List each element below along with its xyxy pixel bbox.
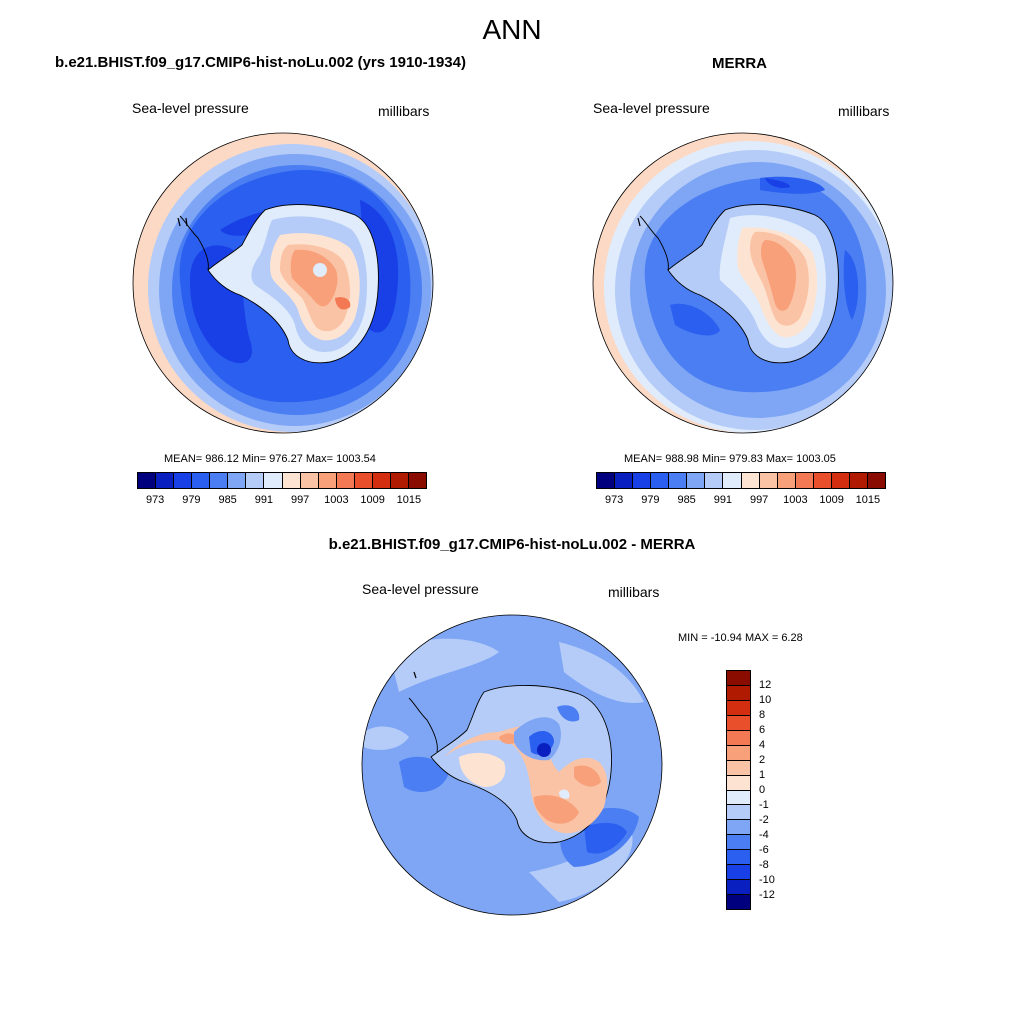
- panel-2-colorbar-swatch: [867, 473, 885, 488]
- panel-3-colorbar-swatch: [727, 671, 750, 686]
- panel-2-colorbar-swatch: [615, 473, 634, 488]
- panel-1-colorbar-tick-label: 997: [290, 494, 310, 506]
- panel-1-polar-map: [132, 132, 434, 434]
- panel-2-colorbar-swatch: [759, 473, 778, 488]
- panel-2-colorbar-tick-label: 973: [604, 494, 624, 506]
- panel-1-colorbar-swatch: [174, 473, 193, 488]
- panel-3-colorbar-tick-label: -6: [759, 844, 769, 856]
- panel-1-colorbar: [137, 472, 427, 489]
- panel-3-colorbar-tick-label: 0: [759, 784, 766, 796]
- panel-3-colorbar-swatch: [727, 895, 750, 909]
- panel-1-colorbar-tick-label: 973: [145, 494, 165, 506]
- panel-2-colorbar-swatch: [795, 473, 814, 488]
- panel-1-colorbar-swatch: [354, 473, 373, 488]
- panel-2-colorbar-swatch: [687, 473, 706, 488]
- panel-2-colorbar-swatch: [651, 473, 670, 488]
- panel-3-colorbar-swatch: [727, 745, 750, 761]
- panel-1-colorbar-swatch: [228, 473, 247, 488]
- panel-3-colorbar-swatch: [727, 865, 750, 881]
- panel-1-stats: MEAN= 986.12 Min= 976.27 Max= 1003.54: [164, 453, 376, 465]
- panel-1-colorbar-tick-label: 985: [218, 494, 237, 506]
- panel-1-colorbar-swatch: [192, 473, 211, 488]
- panel-2-colorbar-swatch: [705, 473, 724, 488]
- panel-1-colorbar-swatch: [390, 473, 409, 488]
- panel-2-colorbar-swatch: [723, 473, 742, 488]
- panel-1-variable-label: Sea-level pressure: [132, 100, 249, 116]
- panel-3-colorbar-tick-label: -1: [759, 799, 769, 811]
- panel-2-colorbar-swatch: [741, 473, 760, 488]
- panel-1-colorbar-swatch: [156, 473, 175, 488]
- panel-3-colorbar-tick-label: 2: [759, 754, 766, 766]
- panel-3-colorbar-swatch: [727, 700, 750, 716]
- panel-3-colorbar-swatch: [727, 805, 750, 821]
- panel-1-colorbar-swatch: [336, 473, 355, 488]
- panel-2-colorbar-tick-label: 1015: [855, 494, 881, 506]
- panel-2-variable-label: Sea-level pressure: [593, 100, 710, 116]
- panel-2-title: MERRA: [712, 55, 767, 72]
- panel-3-colorbar-swatch: [727, 790, 750, 806]
- panel-3-colorbar-tick-label: -12: [759, 889, 775, 901]
- panel-3-colorbar-tick-label: 1: [759, 769, 766, 781]
- panel-3-colorbar-swatch: [727, 880, 750, 896]
- panel-1-colorbar-swatch: [372, 473, 391, 488]
- panel-3-colorbar-swatch: [727, 685, 750, 701]
- panel-2-colorbar-swatch: [849, 473, 868, 488]
- panel-1-colorbar-swatch: [282, 473, 301, 488]
- panel-2-polar-map: [592, 132, 894, 434]
- panel-1-colorbar-tick-label: 1003: [324, 494, 349, 506]
- panel-3-colorbar-tick-label: 8: [759, 709, 766, 721]
- panel-2-colorbar-tick-label: 997: [749, 494, 769, 506]
- panel-3-title: b.e21.BHIST.f09_g17.CMIP6-hist-noLu.002 …: [328, 536, 696, 553]
- panel-2-colorbar-swatch: [597, 473, 616, 488]
- panel-2-colorbar-tick-label: 985: [677, 494, 696, 506]
- panel-3-colorbar-tick-label: -10: [759, 874, 775, 886]
- panel-3-units-label: millibars: [608, 584, 660, 600]
- panel-1-colorbar-tick-label: 1009: [360, 494, 385, 506]
- panel-2-colorbar-swatch: [669, 473, 688, 488]
- panel-3-polar-map: [361, 614, 663, 916]
- panel-2-colorbar-swatch: [813, 473, 832, 488]
- panel-1-colorbar-tick-label: 979: [182, 494, 201, 506]
- panel-3-colorbar-tick-label: 4: [759, 739, 766, 751]
- panel-3-stats: MIN = -10.94 MAX = 6.28: [678, 632, 803, 644]
- panel-1-colorbar-tick-label: 991: [254, 494, 274, 506]
- panel-1-title: b.e21.BHIST.f09_g17.CMIP6-hist-noLu.002 …: [55, 54, 466, 71]
- panel-3-colorbar-tick-label: -4: [759, 829, 769, 841]
- panel-2-colorbar-tick-label: 1003: [783, 494, 808, 506]
- panel-3-colorbar-tick-label: 12: [759, 679, 772, 691]
- panel-1-colorbar-swatch: [408, 473, 426, 488]
- panel-3-colorbar-tick-label: 10: [759, 694, 772, 706]
- panel-1-colorbar-swatch: [300, 473, 319, 488]
- panel-2-colorbar-tick-label: 979: [641, 494, 660, 506]
- figure-title: ANN: [482, 14, 542, 45]
- panel-3-colorbar: [726, 670, 751, 910]
- panel-1-units-label: millibars: [378, 103, 430, 119]
- panel-2-colorbar-swatch: [633, 473, 652, 488]
- panel-1-colorbar-swatch: [210, 473, 229, 488]
- panel-2-colorbar-swatch: [831, 473, 850, 488]
- panel-2-stats: MEAN= 988.98 Min= 979.83 Max= 1003.05: [624, 453, 836, 465]
- panel-1-colorbar-swatch: [246, 473, 265, 488]
- panel-3-colorbar-swatch: [727, 775, 750, 791]
- panel-1-colorbar-swatch: [318, 473, 337, 488]
- panel-2-colorbar: [596, 472, 886, 489]
- panel-2-colorbar-swatch: [777, 473, 796, 488]
- panel-3-colorbar-swatch: [727, 715, 750, 731]
- panel-1-colorbar-swatch: [138, 473, 157, 488]
- panel-3-colorbar-swatch: [727, 760, 750, 776]
- panel-3-variable-label: Sea-level pressure: [362, 581, 479, 597]
- panel-3-colorbar-tick-label: -8: [759, 859, 769, 871]
- panel-1-colorbar-swatch: [264, 473, 283, 488]
- panel-3-colorbar-swatch: [727, 820, 750, 836]
- panel-2-colorbar-tick-label: 991: [713, 494, 733, 506]
- panel-3-colorbar-swatch: [727, 730, 750, 746]
- panel-1-colorbar-tick-label: 1015: [396, 494, 422, 506]
- panel-3-colorbar-swatch: [727, 850, 750, 866]
- panel-2-colorbar-tick-label: 1009: [819, 494, 844, 506]
- panel-3-colorbar-swatch: [727, 835, 750, 851]
- panel-3-colorbar-tick-label: 6: [759, 724, 766, 736]
- panel-3-colorbar-tick-label: -2: [759, 814, 769, 826]
- panel-2-units-label: millibars: [838, 103, 890, 119]
